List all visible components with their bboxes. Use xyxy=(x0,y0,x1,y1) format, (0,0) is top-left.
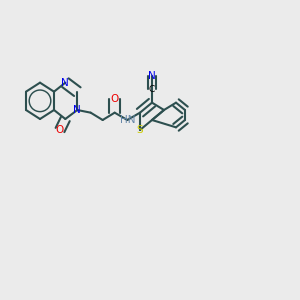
Text: N: N xyxy=(61,78,69,88)
Text: O: O xyxy=(110,94,119,104)
Text: S: S xyxy=(137,125,143,135)
Text: N: N xyxy=(74,105,81,115)
Text: O: O xyxy=(56,125,64,135)
Text: HN: HN xyxy=(120,115,135,125)
Text: N: N xyxy=(148,71,156,81)
Text: C: C xyxy=(149,85,155,94)
